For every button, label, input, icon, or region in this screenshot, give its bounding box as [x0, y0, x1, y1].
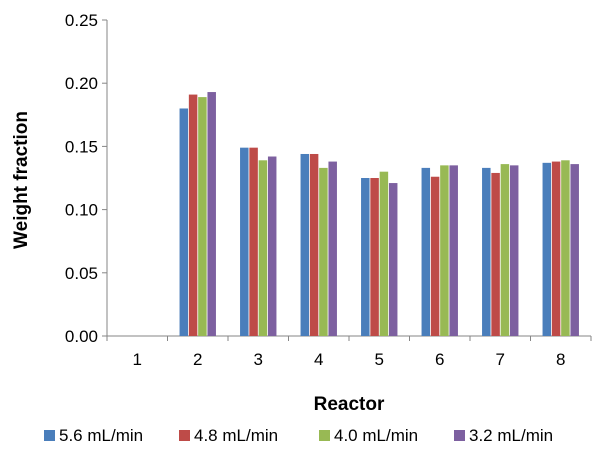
legend-item: 4.8 mL/min [179, 426, 278, 445]
bar [551, 161, 561, 336]
bar [430, 176, 440, 336]
x-tick-label: 2 [193, 350, 202, 369]
legend-item: 5.6 mL/min [44, 426, 143, 445]
bar [249, 147, 258, 336]
legend: 5.6 mL/min 4.8 mL/min 4.0 mL/min 3.2 mL/min [44, 426, 553, 445]
bar [370, 178, 379, 336]
bar [207, 92, 216, 336]
legend-item: 4.0 mL/min [319, 426, 418, 445]
bar [509, 165, 519, 336]
legend-label: 4.8 mL/min [194, 426, 278, 445]
y-axis-ticks: 0.00 0.05 0.10 0.15 0.20 0.25 [65, 11, 107, 346]
legend-swatch [319, 430, 330, 441]
bar [240, 147, 249, 336]
bar [561, 160, 570, 336]
bar [388, 183, 398, 336]
y-tick-label: 0.15 [65, 137, 98, 156]
bar [449, 165, 458, 336]
y-tick-label: 0.25 [65, 11, 98, 30]
x-tick-label: 7 [496, 350, 505, 369]
bar [258, 160, 268, 336]
x-tick-label: 4 [314, 350, 323, 369]
bar [361, 178, 370, 336]
bar [440, 165, 449, 336]
bar [267, 156, 277, 336]
x-axis-ticks: 1 2 3 4 5 6 7 8 [106, 336, 592, 369]
legend-label: 4.0 mL/min [334, 426, 418, 445]
x-tick-label: 3 [254, 350, 263, 369]
legend-label: 3.2 mL/min [469, 426, 553, 445]
bar [300, 153, 310, 336]
y-axis-title: Weight fraction [11, 111, 32, 249]
bar [328, 161, 337, 336]
bar [319, 167, 328, 336]
bar [309, 153, 319, 336]
legend-item: 3.2 mL/min [454, 426, 553, 445]
bar [379, 171, 389, 336]
bar [188, 94, 198, 337]
y-tick-label: 0.05 [65, 264, 98, 283]
x-axis-title: Reactor [314, 394, 385, 415]
x-tick-label: 5 [375, 350, 384, 369]
bar [421, 167, 431, 336]
y-tick-label: 0.00 [65, 327, 98, 346]
bar [179, 108, 189, 336]
y-tick-label: 0.20 [65, 74, 98, 93]
bar [482, 167, 491, 336]
bar [491, 172, 500, 336]
legend-swatch [44, 430, 55, 441]
plot-area [106, 20, 591, 337]
legend-swatch [179, 430, 190, 441]
x-tick-label: 1 [133, 350, 142, 369]
y-tick-label: 0.10 [65, 201, 98, 220]
bar [500, 164, 510, 336]
bar [542, 162, 552, 336]
x-tick-label: 6 [435, 350, 444, 369]
bar [198, 97, 207, 336]
bar [570, 164, 579, 336]
x-tick-label: 8 [556, 350, 565, 369]
legend-label: 5.6 mL/min [59, 426, 143, 445]
legend-swatch [454, 430, 465, 441]
